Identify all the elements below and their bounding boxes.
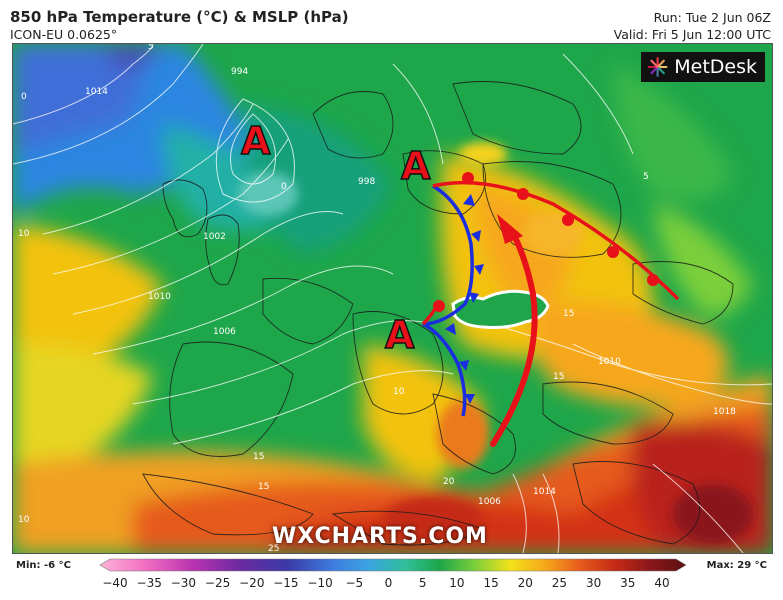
colorbar-tick-label: −40 — [102, 576, 127, 590]
isobars — [13, 44, 772, 553]
model-label: ICON-EU 0.0625° — [10, 27, 118, 42]
temp-label: 25 — [268, 544, 279, 553]
warm-front — [421, 172, 680, 326]
valid-label: Valid: Fri 5 Jun 12:00 UTC — [613, 27, 771, 42]
temp-label: 20 — [443, 477, 455, 487]
colorbar-tick-label: 40 — [654, 576, 669, 590]
high-pressure-label: A — [385, 313, 415, 357]
colorbar-tick-label: −10 — [307, 576, 332, 590]
temp-label: 15 — [258, 482, 269, 492]
colorbar-max: Max: 29 °C — [706, 560, 767, 571]
colorbar-tick-label: 20 — [518, 576, 533, 590]
isobar-label: 1010 — [598, 357, 621, 367]
brand-logo: MetDesk — [641, 52, 765, 82]
temp-label: 0 — [281, 182, 287, 192]
coastlines — [142, 81, 734, 546]
cold-front — [422, 184, 484, 417]
isobar-label: 1002 — [203, 232, 226, 242]
colorbar-tick-label: 25 — [552, 576, 567, 590]
temp-label: 15 — [253, 452, 264, 462]
colorbar-tick-label: −15 — [273, 576, 298, 590]
high-pressure-label: A — [241, 119, 271, 163]
isobar-label: 1014 — [533, 487, 556, 497]
chart-title: 850 hPa Temperature (°C) & MSLP (hPa) — [10, 8, 349, 26]
colorbar-tick-label: 10 — [449, 576, 464, 590]
colorbar-gradient — [99, 558, 687, 572]
colorbar-tick-label: 30 — [586, 576, 601, 590]
isobar-label: 1018 — [713, 407, 736, 417]
isobar-label: 1006 — [213, 327, 236, 337]
high-pressure-markers: A A A — [240, 118, 432, 358]
highlight-region — [451, 289, 550, 329]
temp-label: 15 — [553, 372, 564, 382]
temp-label: 10 — [18, 229, 30, 239]
isobar-label: 1006 — [478, 497, 501, 507]
colorbar-svg: −40 −35 −30 −25 −20 −15 −10 −5 0 5 10 15 20 25 30 35 40 — [99, 558, 687, 590]
weather-map-svg: 994 1014 1010 1006 1002 998 1018 1010 10… — [13, 44, 772, 553]
colorbar-tick-label: −20 — [239, 576, 264, 590]
temp-label: 10 — [393, 387, 405, 397]
watermark: WXCHARTS.COM — [272, 524, 488, 549]
colorbar-tick-label: 5 — [419, 576, 427, 590]
temp-label: 10 — [18, 515, 30, 525]
warm-advection-arrow — [490, 214, 538, 447]
colorbar-ticks: −40 −35 −30 −25 −20 −15 −10 −5 0 5 10 15 20 25 30 35 40 — [102, 576, 669, 590]
temp-label: 0 — [21, 92, 27, 102]
colorbar-tick-label: −30 — [171, 576, 196, 590]
colorbar-tick-label: −5 — [345, 576, 363, 590]
brand-name: MetDesk — [674, 56, 757, 78]
colorbar-tick-label: 15 — [483, 576, 498, 590]
run-label: Run: Tue 2 Jun 06Z — [653, 10, 771, 25]
temp-label: 5 — [148, 44, 154, 52]
weather-map: 994 1014 1010 1006 1002 998 1018 1010 10… — [12, 43, 773, 554]
colorbar-tick-label: −35 — [137, 576, 162, 590]
colorbar-tick-label: 0 — [385, 576, 393, 590]
colorbar: −40 −35 −30 −25 −20 −15 −10 −5 0 5 10 15 20 25 30 35 40 … — [0, 553, 783, 600]
colorbar-tick-label: −25 — [205, 576, 230, 590]
isobar-label: 994 — [231, 67, 248, 77]
high-pressure-label: A — [401, 144, 431, 188]
temp-label: 15 — [563, 309, 574, 319]
map-labels: 994 1014 1010 1006 1002 998 1018 1010 10… — [18, 44, 736, 553]
temp-label: 5 — [643, 172, 649, 182]
colorbar-tick-label: 35 — [620, 576, 635, 590]
isobar-label: 1014 — [85, 87, 108, 97]
isobar-label: 1010 — [148, 292, 171, 302]
starburst-icon — [647, 57, 668, 77]
colorbar-min: Min: -6 °C — [16, 560, 71, 571]
isobar-label: 998 — [358, 177, 375, 187]
